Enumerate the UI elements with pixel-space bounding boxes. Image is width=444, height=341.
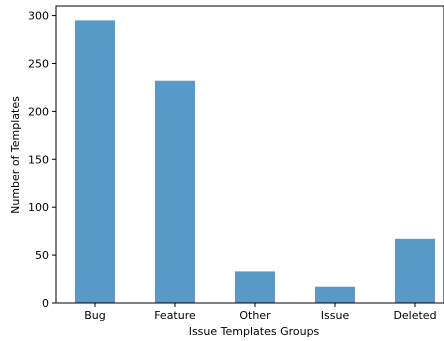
bar-issue: [315, 286, 355, 303]
bars-group: [75, 20, 435, 303]
bar-bug: [75, 20, 115, 303]
bar-deleted: [395, 238, 435, 303]
y-tick-label: 300: [28, 10, 49, 23]
bar-other: [235, 271, 275, 303]
y-tick-label: 100: [28, 201, 49, 214]
x-tick-label: Bug: [84, 309, 106, 322]
y-tick-label: 50: [35, 249, 49, 262]
plot-frame: [55, 5, 444, 304]
y-tick-label: 250: [28, 57, 49, 70]
x-axis-ticks: Bug Feature Other Issue Deleted: [84, 303, 437, 322]
bar-feature: [155, 80, 195, 303]
y-tick-label: 200: [28, 105, 49, 118]
y-axis-label: Number of Templates: [9, 96, 22, 214]
y-axis-ticks: 0 50 100 150 200 250 300: [28, 10, 56, 310]
y-tick-label: 0: [42, 297, 49, 310]
x-tick-label: Deleted: [393, 309, 436, 322]
x-axis-label: Issue Templates Groups: [189, 325, 320, 338]
x-tick-label: Issue: [321, 309, 350, 322]
x-tick-label: Other: [239, 309, 271, 322]
y-tick-label: 150: [28, 153, 49, 166]
x-tick-label: Feature: [154, 309, 196, 322]
